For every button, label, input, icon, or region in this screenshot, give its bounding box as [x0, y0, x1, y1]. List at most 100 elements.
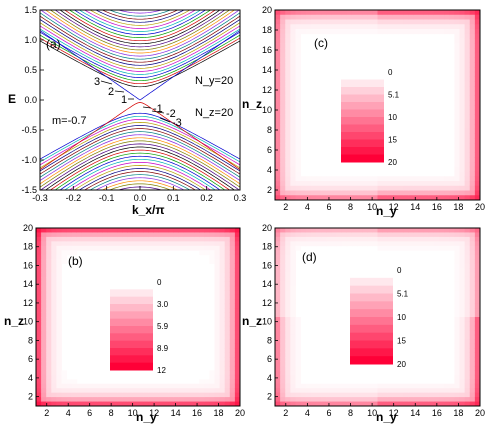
- y-tick-label: 1.5: [24, 5, 37, 15]
- heat-cell: [464, 81, 471, 87]
- colorbar-label: 15: [397, 337, 406, 346]
- heat-cell: [423, 388, 430, 394]
- heat-cell: [392, 24, 399, 30]
- heat-cell: [51, 228, 57, 233]
- heat-cell: [295, 133, 302, 139]
- heat-cell: [392, 401, 399, 407]
- panel-d-ylabel: n_z: [242, 314, 262, 328]
- heat-cell: [464, 166, 471, 172]
- heat-cell: [56, 334, 62, 340]
- heat-cell: [56, 268, 62, 273]
- heat-cell: [97, 388, 103, 394]
- heat-cell: [41, 259, 47, 264]
- heat-cell: [464, 294, 471, 300]
- heat-cell: [87, 388, 93, 394]
- x-tick-label: 0.2: [200, 193, 213, 203]
- heat-cell: [295, 185, 302, 191]
- heat-cell: [444, 14, 450, 20]
- heat-cell: [71, 401, 78, 407]
- heat-cell: [295, 348, 302, 353]
- heat-cell: [444, 232, 450, 238]
- heat-cell: [41, 365, 47, 371]
- x-tick-label: 20: [235, 408, 245, 418]
- heat-cell: [224, 352, 231, 358]
- heat-cell: [474, 109, 481, 115]
- heat-cell: [280, 152, 286, 158]
- heat-cell: [46, 361, 52, 367]
- heat-cell: [209, 236, 215, 242]
- heat-cell: [454, 24, 460, 30]
- heat-cell: [449, 195, 455, 201]
- heat-cell: [454, 124, 460, 130]
- heat-cell: [280, 294, 286, 300]
- heat-cell: [469, 330, 476, 336]
- heat-cell: [290, 259, 296, 264]
- heat-cell: [285, 259, 291, 264]
- heat-cell: [331, 388, 337, 394]
- bulk-band-lower: [40, 115, 240, 163]
- heat-cell: [76, 236, 83, 242]
- heat-cell: [295, 10, 302, 16]
- heat-cell: [275, 48, 281, 54]
- heat-cell: [295, 388, 302, 394]
- heat-cell: [454, 388, 460, 394]
- heat-cell: [459, 343, 466, 349]
- heat-cell: [444, 190, 450, 196]
- heat-cell: [285, 71, 291, 77]
- heat-cell: [41, 268, 47, 273]
- heat-cell: [300, 232, 307, 238]
- heat-cell: [459, 86, 466, 92]
- heat-cell: [469, 114, 476, 120]
- heat-cell: [464, 190, 471, 196]
- heat-cell: [403, 29, 409, 35]
- edge-band-lower: [40, 102, 240, 170]
- heat-cell: [336, 388, 343, 394]
- heat-cell: [143, 241, 149, 247]
- heat-cell: [46, 285, 52, 291]
- heat-cell: [423, 392, 430, 398]
- heat-cell: [474, 236, 481, 242]
- heat-cell: [290, 190, 296, 196]
- heat-cell: [285, 195, 291, 201]
- heat-cell: [346, 10, 353, 16]
- heat-cell: [56, 299, 62, 305]
- heat-cell: [464, 10, 471, 16]
- heat-cell: [408, 181, 414, 187]
- heat-cell: [474, 81, 481, 87]
- heat-cell: [331, 401, 337, 407]
- heat-cell: [46, 263, 52, 269]
- heat-cell: [71, 397, 78, 402]
- heat-cell: [290, 365, 296, 371]
- heat-cell: [459, 374, 466, 380]
- heat-cell: [459, 14, 466, 20]
- heat-cell: [464, 24, 471, 30]
- heat-cell: [285, 339, 291, 345]
- heat-cell: [459, 114, 466, 120]
- heat-cell: [209, 401, 215, 407]
- heat-cell: [367, 176, 373, 182]
- heat-cell: [449, 236, 455, 242]
- heat-cell: [97, 397, 103, 402]
- heat-cell: [97, 232, 103, 238]
- heat-cell: [275, 67, 281, 73]
- heat-cell: [387, 14, 394, 20]
- heat-cell: [56, 228, 62, 233]
- bulk-band-upper: [49, 10, 231, 51]
- heat-cell: [71, 383, 78, 389]
- heat-cell: [459, 388, 466, 394]
- heat-cell: [459, 147, 466, 153]
- heat-cell: [290, 339, 296, 345]
- heat-cell: [148, 232, 154, 238]
- heat-cell: [464, 281, 471, 287]
- heat-cell: [398, 241, 404, 247]
- heat-cell: [280, 147, 286, 153]
- heat-cell: [408, 228, 414, 233]
- heat-cell: [275, 171, 281, 177]
- heat-cell: [367, 232, 373, 238]
- heat-cell: [275, 321, 281, 327]
- heat-cell: [46, 352, 52, 358]
- heat-cell: [224, 343, 231, 349]
- heat-cell: [275, 317, 281, 322]
- heat-cell: [275, 43, 281, 49]
- heat-cell: [122, 232, 129, 238]
